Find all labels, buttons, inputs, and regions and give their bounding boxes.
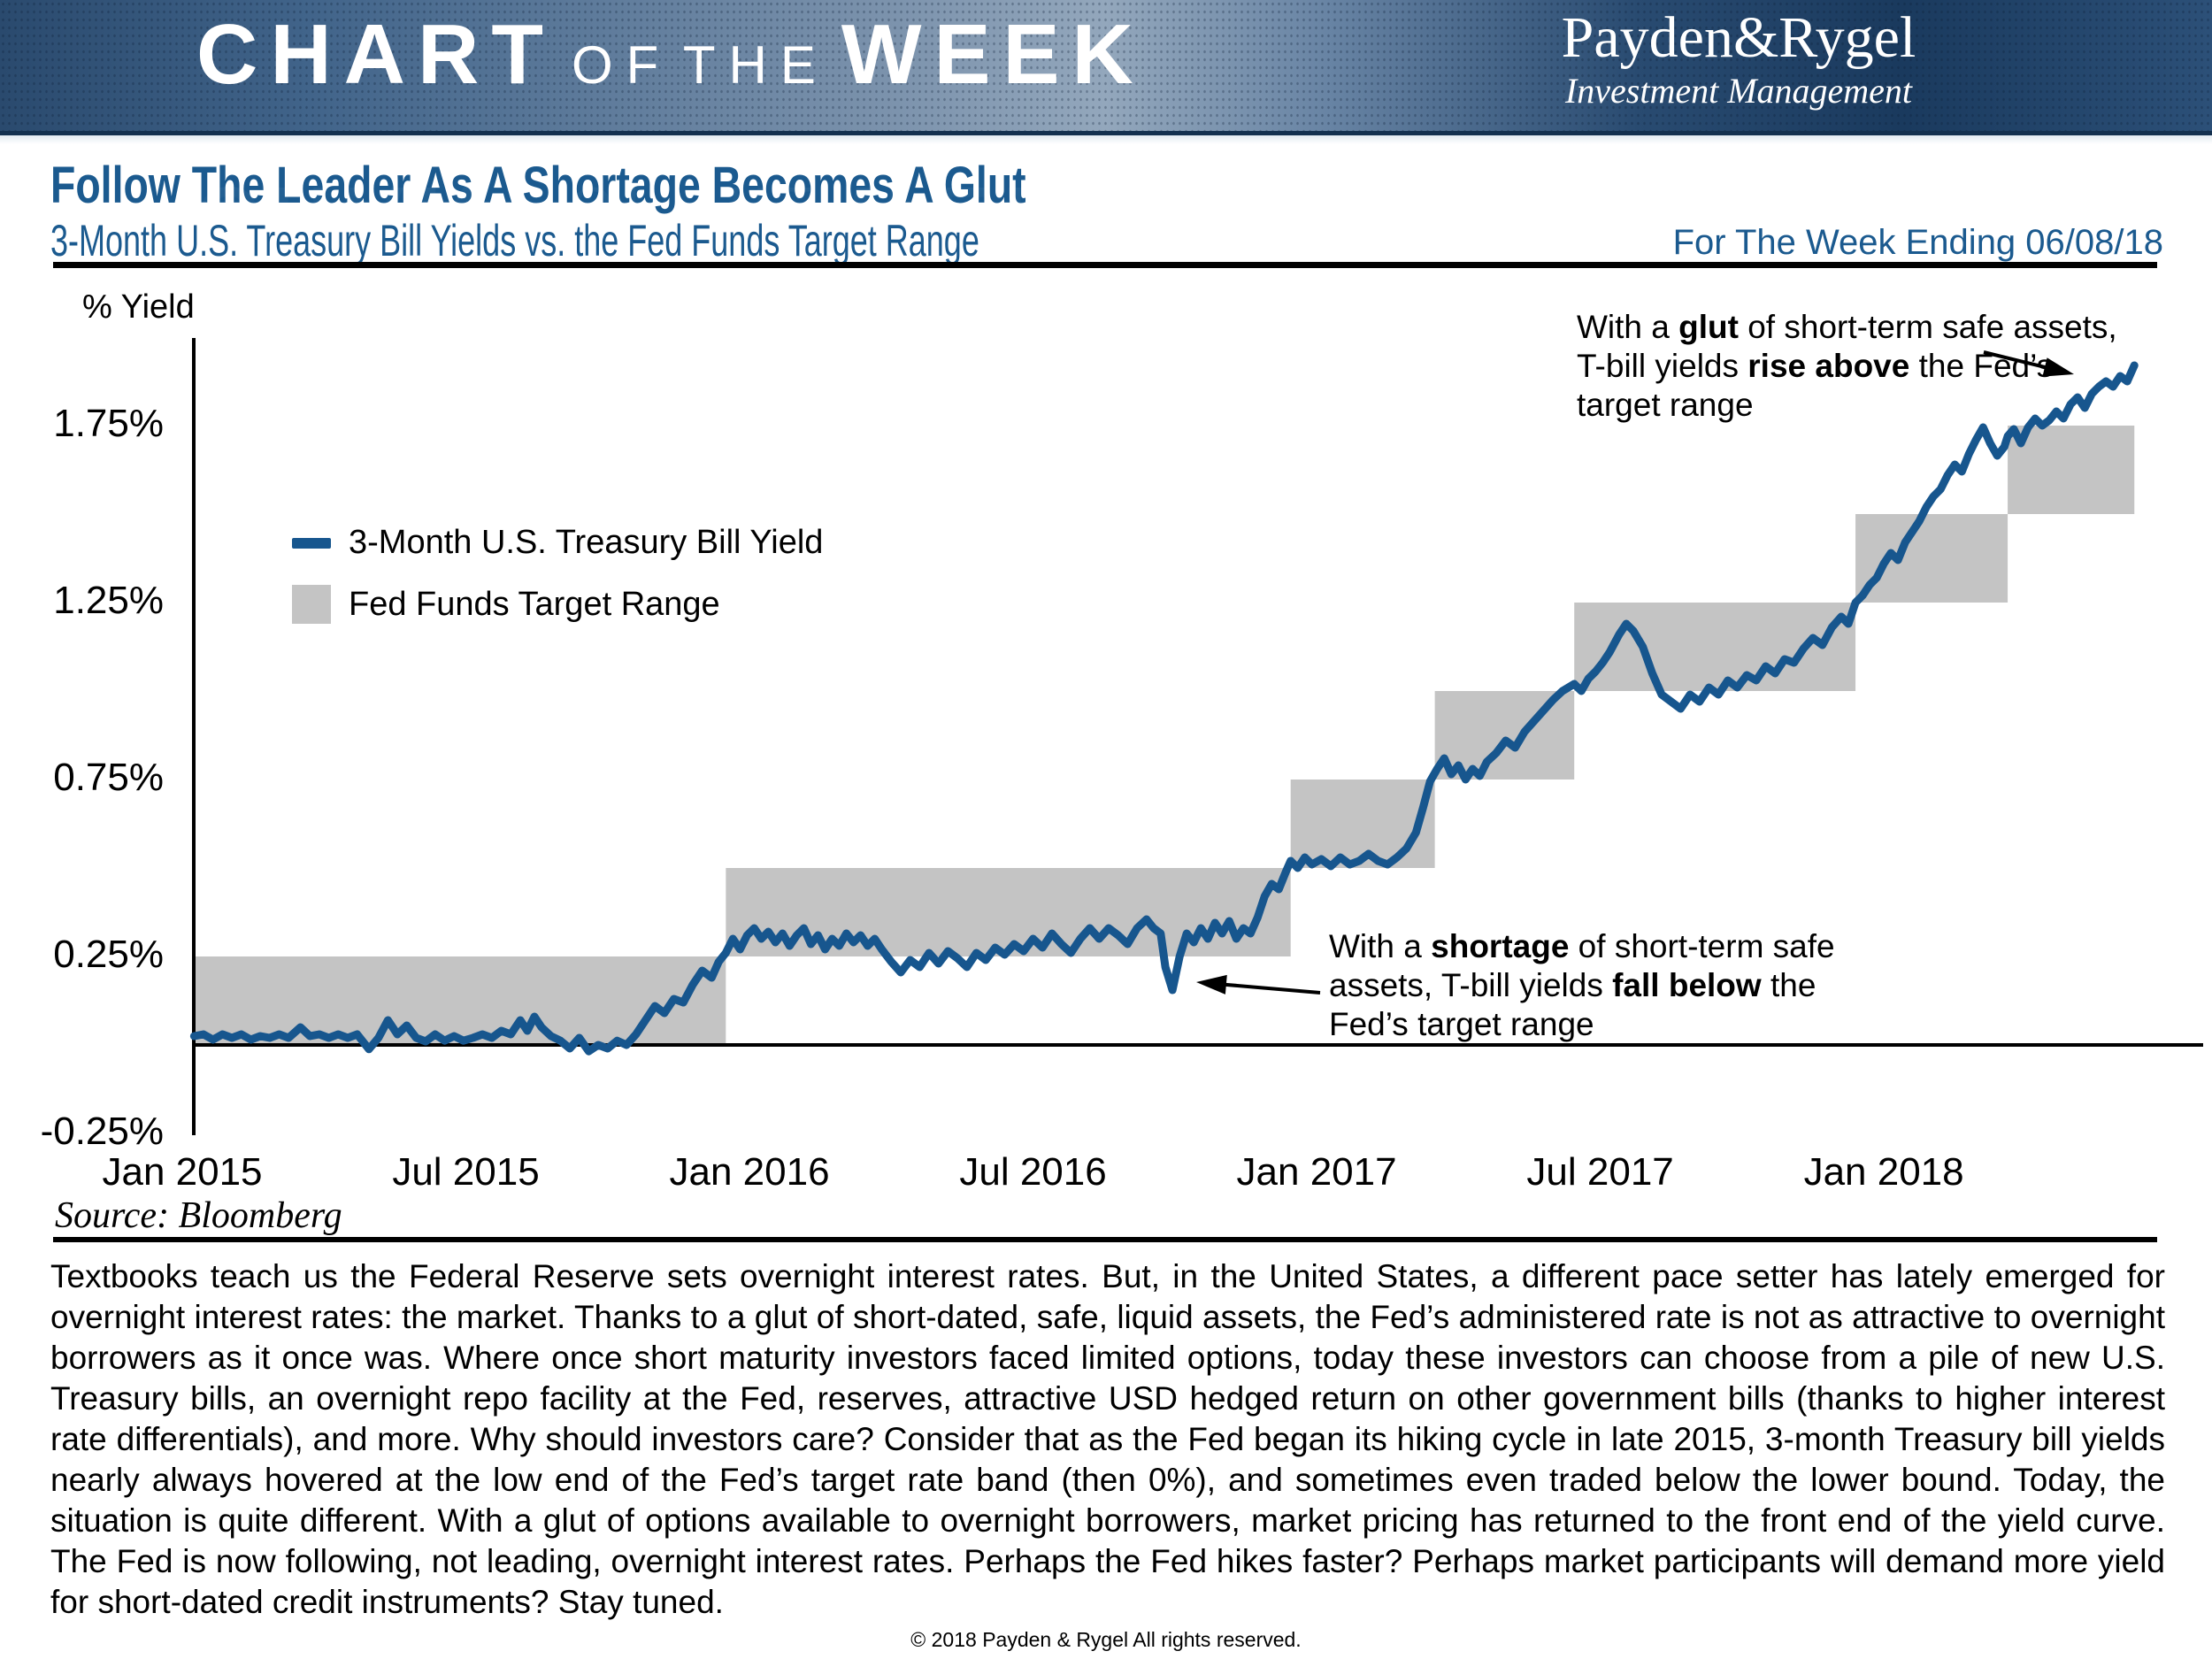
wordmark-reflection: CHART OF THE WEEK	[196, 169, 1146, 264]
chart-legend: 3-Month U.S. Treasury Bill Yield Fed Fun…	[292, 524, 823, 624]
fed-funds-band-step	[726, 868, 1291, 956]
wordmark-of-the: OF THE	[571, 35, 829, 95]
wordmark-chart: CHART	[196, 7, 556, 102]
y-tick-label: -0.25%	[40, 1110, 164, 1153]
legend-label-tbill: 3-Month U.S. Treasury Bill Yield	[349, 524, 824, 561]
y-tick-label: 1.25%	[53, 579, 164, 622]
copyright-footer: © 2018 Payden & Rygel All rights reserve…	[910, 1628, 1302, 1651]
fed-funds-band-step	[1574, 603, 1856, 691]
y-tick-label: 1.75%	[53, 402, 164, 445]
fed-band-swatch-icon	[292, 585, 331, 624]
banner: CHART OF THE WEEK CHART OF THE WEEK Payden&R…	[0, 0, 2212, 264]
legend-item-tbill: 3-Month U.S. Treasury Bill Yield	[292, 524, 823, 562]
shortage-arrow-head-icon	[1196, 974, 1227, 995]
fed-funds-band-step	[1855, 514, 2008, 603]
y-tick-label: 0.25%	[53, 933, 164, 976]
legend-label-fed-band: Fed Funds Target Range	[349, 585, 720, 623]
banner-separator-strip	[0, 135, 2212, 144]
chart-rule	[53, 1237, 2157, 1242]
fed-funds-band-step	[1290, 780, 1435, 868]
logo-name: Payden&Rygel	[1561, 5, 1916, 70]
tbill-line-swatch-icon	[292, 537, 331, 549]
title-rule	[53, 262, 2157, 268]
x-tick-label: Jan 2015	[102, 1150, 263, 1194]
week-ending-label: For The Week Ending 06/08/18	[1672, 223, 2163, 262]
wordmark-week: WEEK	[841, 7, 1146, 102]
fed-funds-band-step	[2008, 426, 2135, 514]
x-tick-label: Jul 2015	[392, 1150, 540, 1194]
annotation-shortage: With a shortage of short-term safe asset…	[1329, 928, 1835, 1042]
page-subtitle: 3-Month U.S. Treasury Bill Yields vs. th…	[50, 216, 979, 265]
legend-item-fed-band: Fed Funds Target Range	[292, 585, 823, 624]
source-note: Source: Bloomberg	[55, 1195, 342, 1236]
x-tick-label: Jul 2016	[959, 1150, 1107, 1194]
x-tick-label: Jan 2016	[669, 1150, 830, 1194]
y-axis-unit-label: % Yield	[82, 288, 195, 326]
x-tick-label: Jan 2018	[1803, 1150, 1964, 1194]
commentary-paragraph: Textbooks teach us the Federal Reserve s…	[50, 1258, 2165, 1620]
payden-rygel-logo: Payden&Rygel Investment Management	[1509, 7, 1969, 111]
x-tick-label: Jan 2017	[1236, 1150, 1397, 1194]
fed-funds-band-step	[194, 956, 726, 1045]
logo-tagline: Investment Management	[1564, 71, 1913, 111]
page-title: Follow The Leader As A Shortage Becomes …	[50, 157, 1026, 214]
annotation-glut: With a glut of short-term safe assets, T…	[1577, 309, 2117, 423]
y-tick-label: 0.75%	[53, 756, 164, 799]
chart-of-the-week-wordmark: CHART OF THE WEEK	[196, 0, 1146, 143]
shortage-arrow-shaft	[1218, 982, 1321, 995]
x-tick-label: Jul 2017	[1526, 1150, 1674, 1194]
fed-funds-band-step	[1434, 691, 1575, 780]
